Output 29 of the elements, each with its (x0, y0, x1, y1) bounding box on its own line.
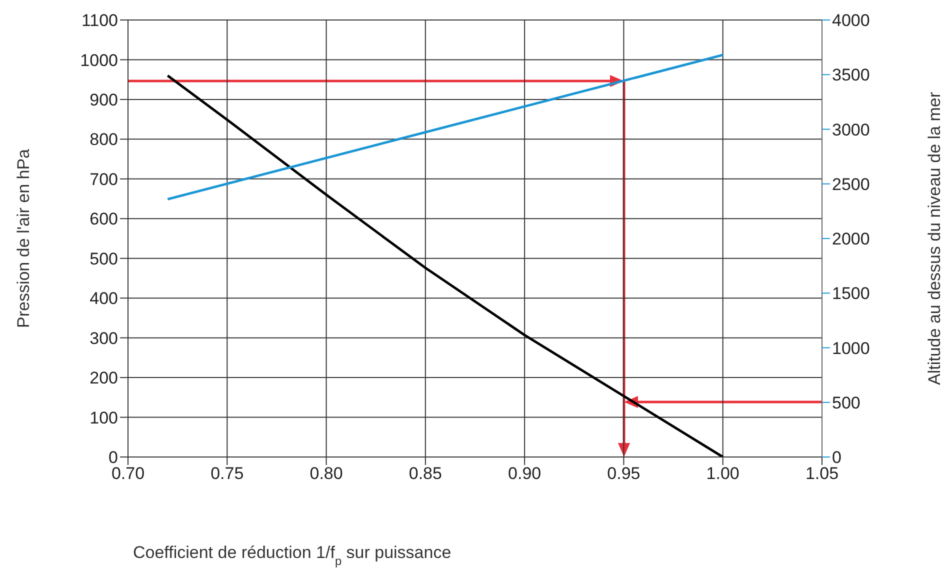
y2-tick-label: 1000 (832, 338, 870, 358)
y2-tick-label: 2000 (832, 230, 870, 249)
y-tick-label: 600 (90, 210, 118, 229)
x-tick-label: 0.85 (408, 464, 442, 484)
x-tick-label: 1.00 (706, 464, 740, 484)
y-tick-label: 800 (90, 130, 118, 150)
y2-tick-label: 2500 (832, 174, 870, 194)
y2-tick-label: 1500 (832, 284, 870, 304)
y-tick-label: 1100 (81, 11, 118, 30)
x-tick-label: 0.75 (210, 464, 244, 484)
x-tick-label: 0.95 (607, 464, 640, 484)
y2-tick-label: 500 (832, 393, 860, 412)
y2-axis-title: Altitude au dessus du niveau de la mer (925, 92, 944, 385)
y-tick-label: 700 (90, 170, 118, 189)
x-axis-title: Coefficient de réduction 1/f$_{p}$ sur puissance (133, 543, 452, 568)
y-axis-title: Pression de l'air en hPa (14, 148, 34, 328)
y-tick-label: 300 (90, 328, 118, 348)
x-tick-label: 0.80 (310, 464, 343, 484)
y-tick-label: 200 (90, 368, 118, 388)
y-tick-label: 100 (90, 408, 118, 428)
y2-tick-label: 3500 (832, 66, 870, 85)
x-tick-label: 0.90 (508, 464, 542, 484)
y2-tick-label: 3000 (832, 120, 870, 140)
y2-tick-label: 4000 (832, 11, 870, 30)
y-tick-label: 400 (90, 289, 118, 308)
y-tick-label: 1000 (80, 50, 118, 70)
line-series (166, 74, 724, 457)
y-tick-label: 900 (90, 90, 118, 110)
y-tick-label: 500 (90, 249, 118, 268)
